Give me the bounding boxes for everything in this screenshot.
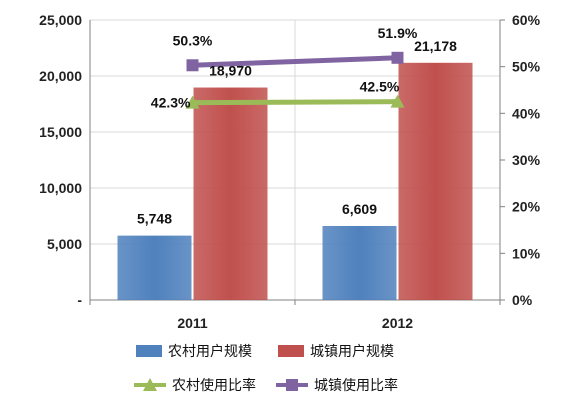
y-left-tick-label: - — [77, 292, 82, 308]
legend-swatch-bar — [136, 345, 162, 357]
line-rural-rate — [190, 99, 400, 106]
legend-label: 城镇用户规模 — [310, 343, 394, 360]
y-left-tick-label: 20,000 — [39, 68, 82, 84]
y-right-tick-label: 10% — [512, 245, 541, 261]
y-right-tick-label: 20% — [512, 199, 541, 215]
marker-square — [391, 51, 404, 64]
legend-swatch-bar — [278, 345, 304, 357]
y-left-tick-label: 25,000 — [39, 12, 82, 28]
legend-label: 农村使用比率 — [172, 377, 256, 394]
y-left-tick-label: 5,000 — [47, 236, 82, 252]
legend-marker-triangle — [143, 378, 157, 391]
y-right-tick-label: 60% — [512, 12, 541, 28]
bar-urban-2012 — [398, 62, 473, 301]
lines — [185, 51, 405, 109]
bar-data-label: 21,178 — [414, 38, 457, 54]
bars — [117, 62, 473, 301]
legend-label: 城镇使用比率 — [314, 377, 398, 394]
bar-rural-2011 — [117, 235, 192, 300]
y-right-tick-label: 50% — [512, 59, 541, 75]
y-left-tick-label: 15,000 — [39, 124, 82, 140]
marker-triangle — [185, 95, 200, 109]
bar-data-label: 6,609 — [342, 201, 377, 217]
x-tick-label: 2011 — [177, 315, 208, 331]
line-urban-rate — [190, 55, 400, 68]
marker-square — [186, 59, 199, 72]
axes: 25,000 20,000 15,000 10,000 5,000 - 60% 50% 40% 3… — [39, 12, 540, 331]
bar-data-label: 18,970 — [209, 63, 252, 79]
y-right-tick-label: 30% — [512, 152, 541, 168]
x-tick-label: 2012 — [382, 315, 413, 331]
line-data-label: 50.3% — [173, 32, 213, 48]
y-right-tick-label: 40% — [512, 105, 541, 121]
marker-triangle — [390, 94, 405, 108]
bar-data-label: 5,748 — [137, 211, 172, 227]
y-left-tick-label: 10,000 — [39, 180, 82, 196]
legend-label: 农村用户规模 — [168, 343, 252, 360]
line-data-label: 42.5% — [360, 79, 400, 95]
line-data-label: 42.3% — [151, 95, 191, 111]
bar-rural-2012 — [322, 225, 397, 300]
data-labels: 5,748 6,609 18,970 21,178 42.3% 42.5% 50.3% 51.… — [137, 25, 457, 227]
y-right-tick-label: 0% — [512, 292, 533, 308]
bar-urban-2011 — [193, 87, 268, 300]
legend-marker-square — [286, 379, 298, 391]
line-data-label: 51.9% — [378, 25, 418, 41]
